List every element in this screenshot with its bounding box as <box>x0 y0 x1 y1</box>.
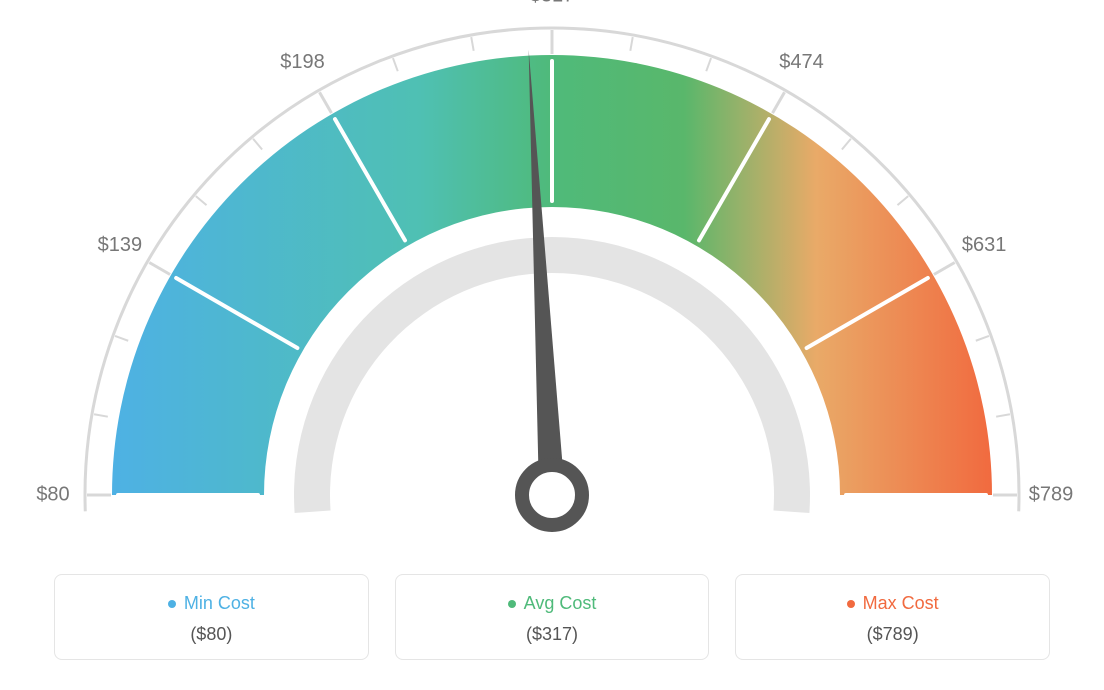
legend-card-min: Min Cost ($80) <box>54 574 369 660</box>
legend-label-min: Min Cost <box>168 593 255 614</box>
legend-value-avg: ($317) <box>406 624 699 645</box>
gauge-tick-label: $317 <box>530 0 575 6</box>
gauge-tick-label: $789 <box>1029 483 1074 505</box>
gauge-tick-label: $198 <box>280 51 325 73</box>
legend-label-text: Min Cost <box>184 593 255 614</box>
gauge-tick-label: $80 <box>36 483 69 505</box>
legend-row: Min Cost ($80) Avg Cost ($317) Max Cost … <box>54 574 1050 660</box>
cost-gauge: $80 $139 $198 $317 $474 $631 $789 <box>0 0 1104 560</box>
gauge-needle-hub <box>522 465 582 525</box>
legend-card-avg: Avg Cost ($317) <box>395 574 710 660</box>
gauge-tick-label: $631 <box>962 234 1007 256</box>
legend-label-max: Max Cost <box>847 593 939 614</box>
dot-icon <box>508 600 516 608</box>
gauge-tick-label: $474 <box>779 51 824 73</box>
legend-value-max: ($789) <box>746 624 1039 645</box>
legend-value-min: ($80) <box>65 624 358 645</box>
legend-label-avg: Avg Cost <box>508 593 597 614</box>
gauge-svg: $80 $139 $198 $317 $474 $631 $789 <box>0 0 1104 560</box>
legend-card-max: Max Cost ($789) <box>735 574 1050 660</box>
dot-icon <box>847 600 855 608</box>
legend-label-text: Avg Cost <box>524 593 597 614</box>
legend-label-text: Max Cost <box>863 593 939 614</box>
dot-icon <box>168 600 176 608</box>
gauge-tick-label: $139 <box>98 234 143 256</box>
